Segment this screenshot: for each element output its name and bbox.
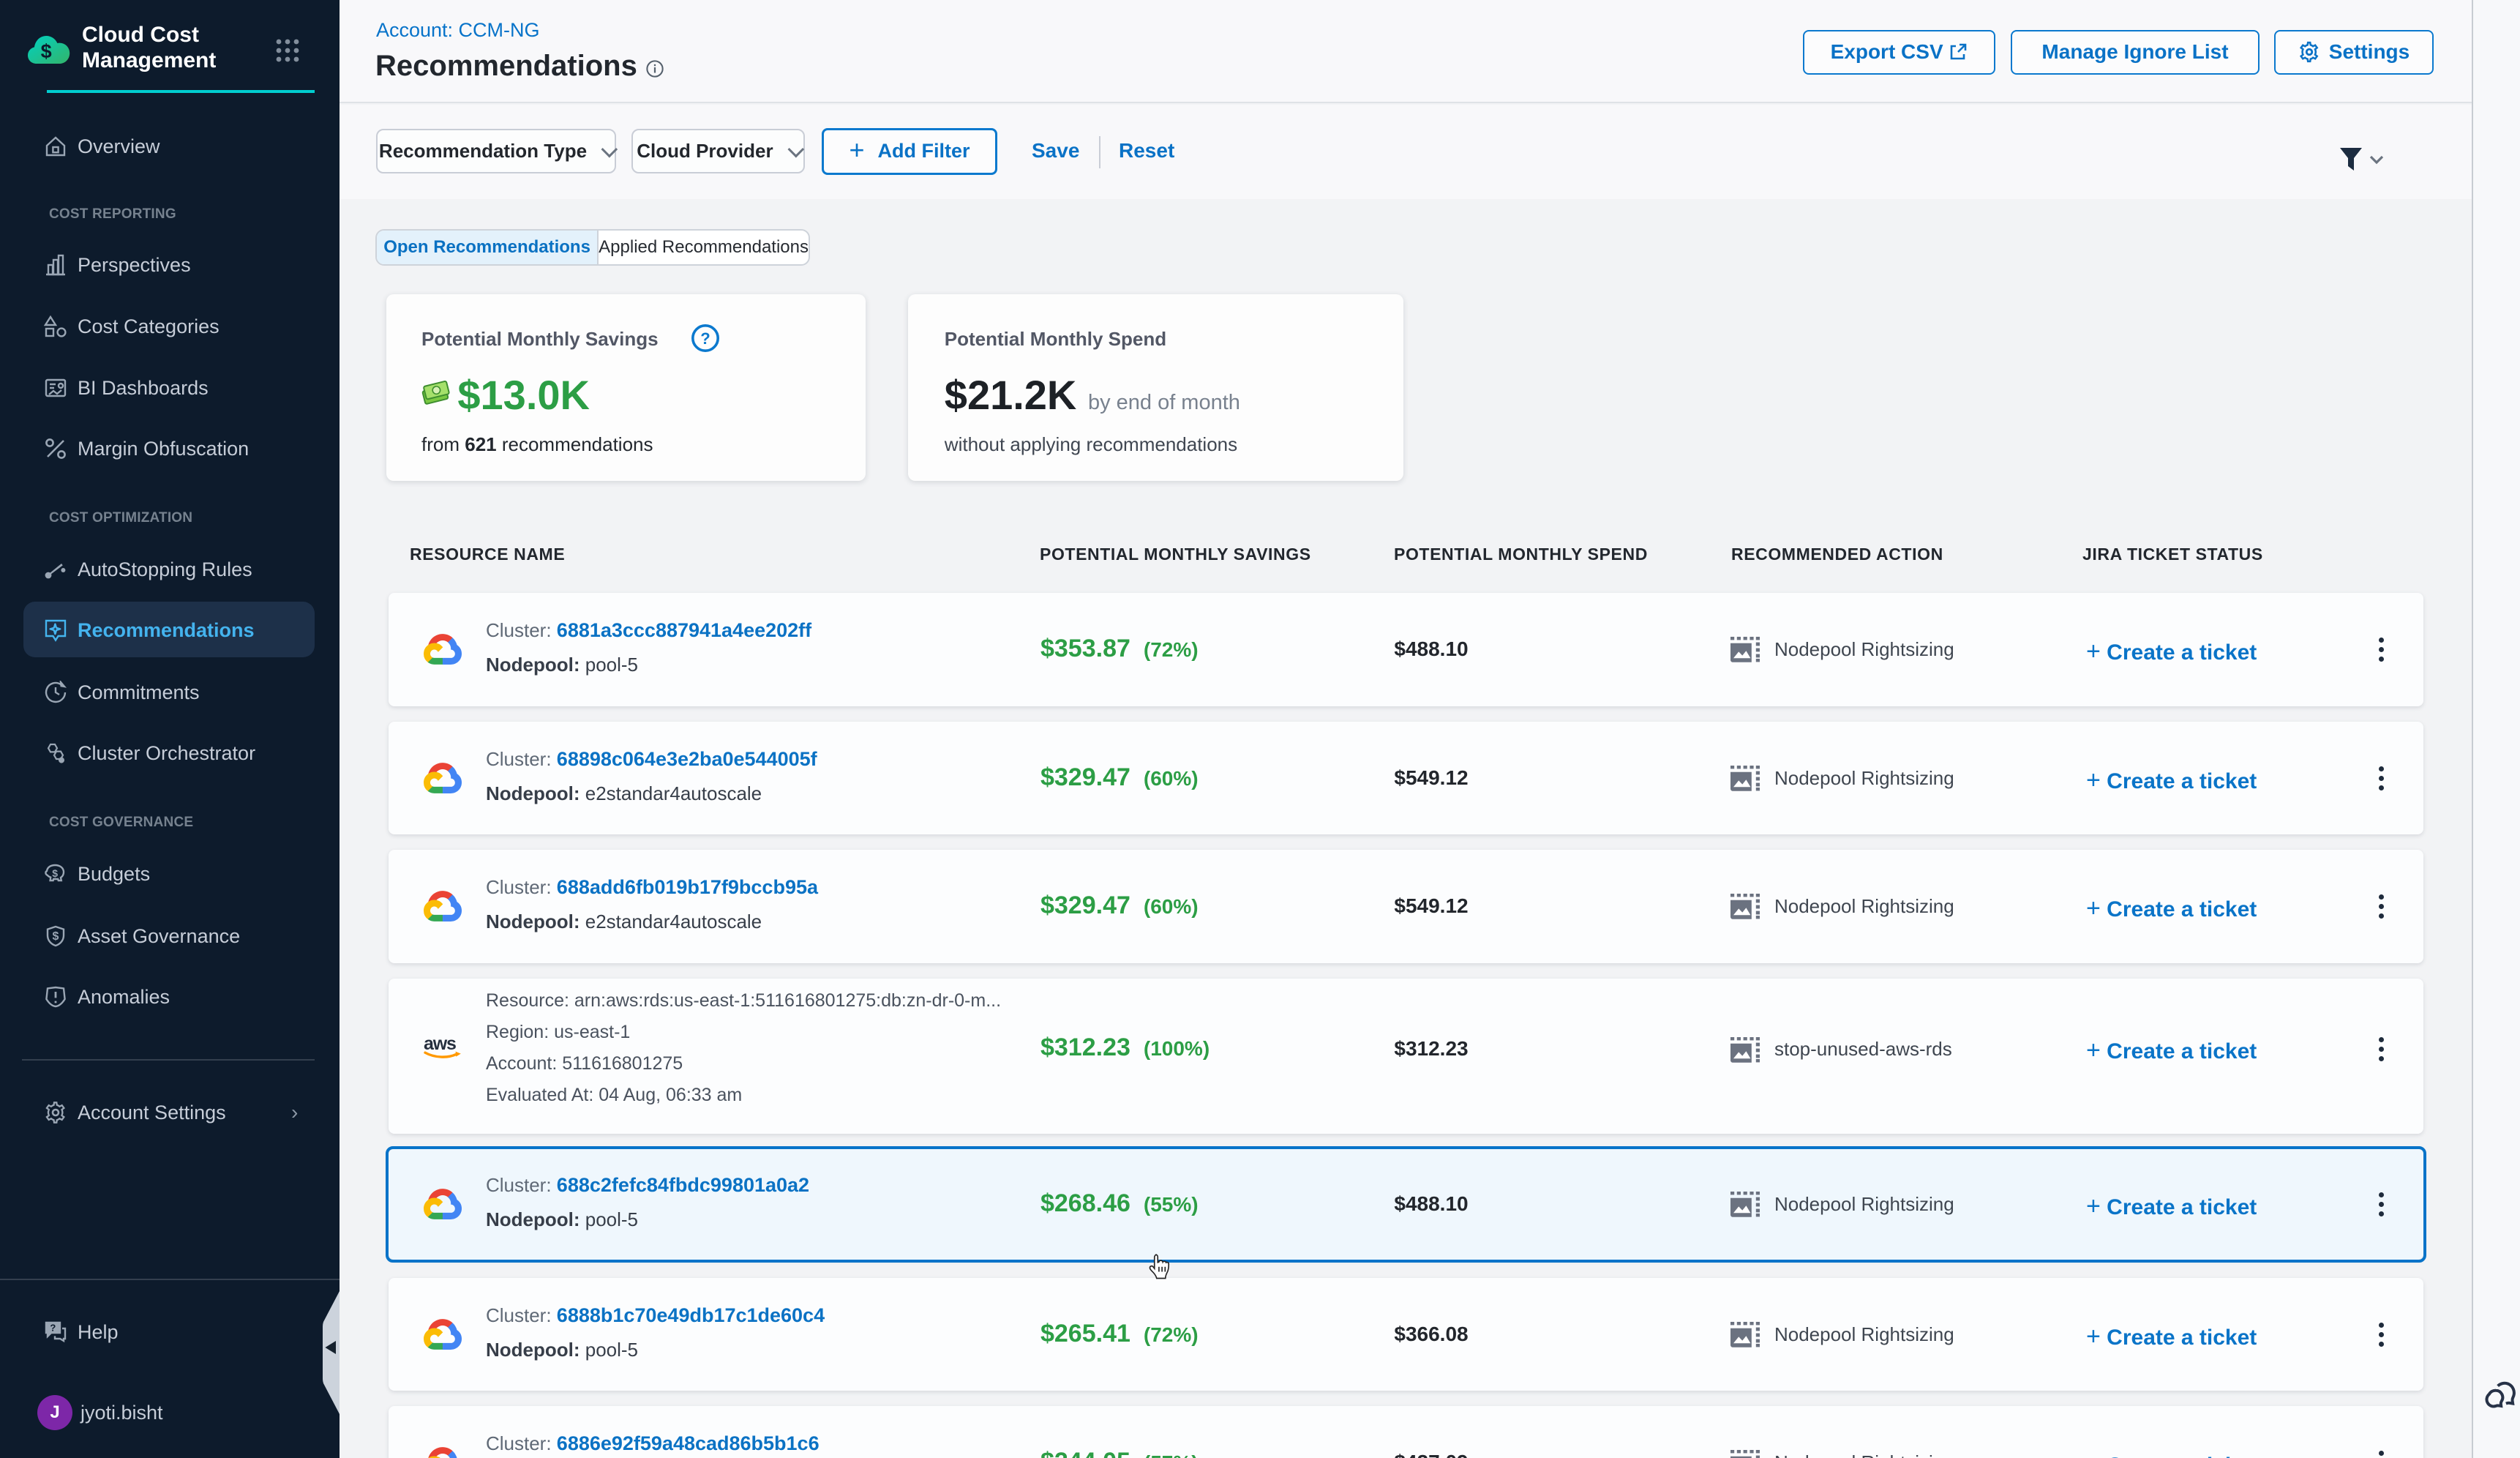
svg-text:$: $ [53, 930, 59, 943]
svg-text:?: ? [50, 1323, 56, 1334]
svg-text:?: ? [700, 329, 710, 348]
svg-text:$: $ [52, 867, 58, 879]
svg-text:$: $ [41, 40, 52, 62]
